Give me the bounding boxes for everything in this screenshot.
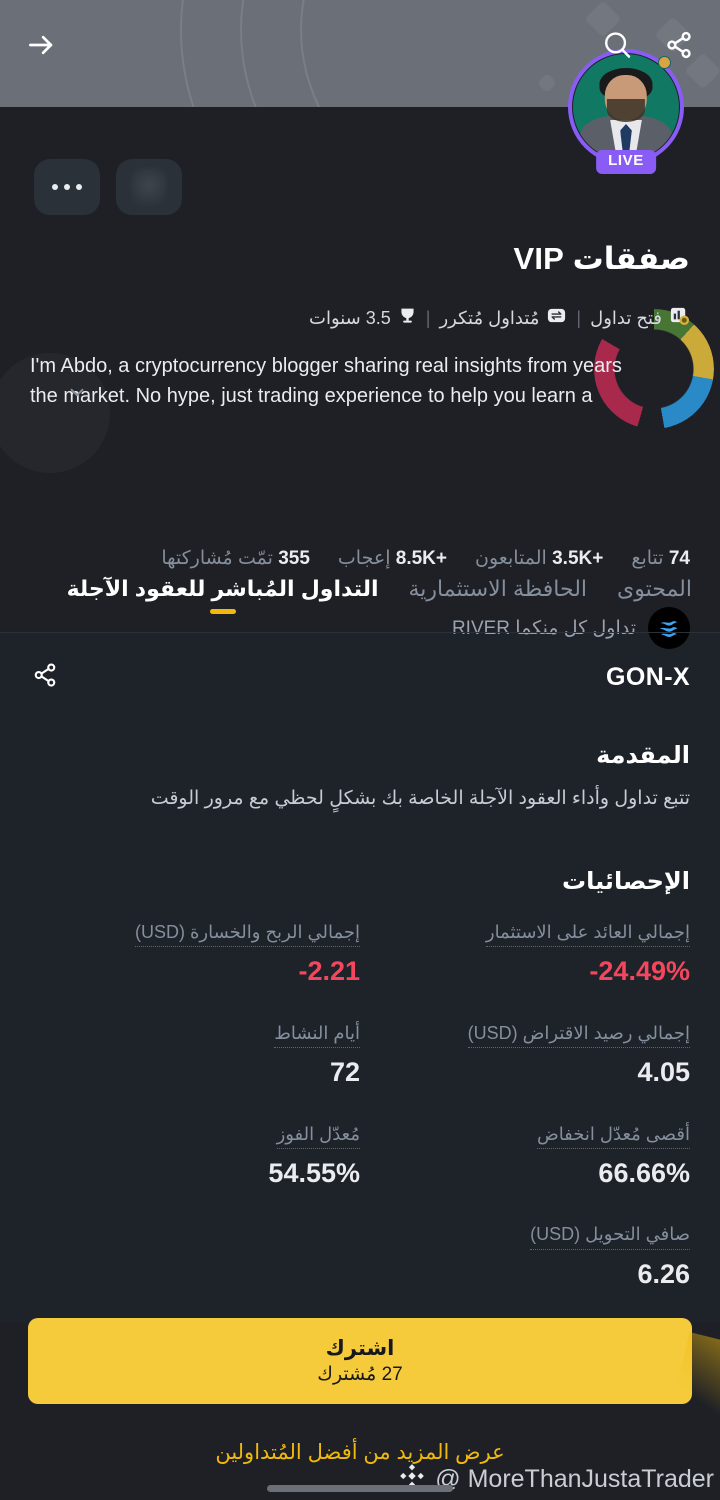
count-value: +8.5K bbox=[395, 548, 448, 569]
home-indicator bbox=[267, 1485, 453, 1492]
bio-line-2: the market. No hype, just trading experi… bbox=[30, 385, 593, 408]
badge-separator-2: | bbox=[425, 307, 431, 328]
count-item[interactable]: 355 تمّت مُشاركتها bbox=[161, 547, 310, 570]
stat-label: أقصى مُعدّل انخفاض bbox=[536, 1123, 690, 1149]
stat-cell-active-days: أيام النشاط 72 bbox=[30, 1022, 360, 1089]
stat-label: أيام النشاط bbox=[274, 1022, 360, 1049]
stat-value: -24.49% bbox=[589, 956, 690, 987]
stat-value: 66.66% bbox=[598, 1157, 690, 1188]
arrow-right-icon[interactable] bbox=[24, 28, 58, 62]
stat-cell-win-rate: مُعدّل الفوز 54.55% bbox=[30, 1123, 360, 1190]
live-badge: LIVE bbox=[596, 150, 656, 174]
subscriber-count: 27 مُشترك bbox=[317, 1364, 403, 1385]
profile-bio[interactable]: I'm Abdo, a cryptocurrency blogger shari… bbox=[30, 351, 690, 412]
search-icon[interactable] bbox=[600, 28, 634, 62]
stat-value: 4.05 bbox=[637, 1057, 690, 1088]
count-label: تمّت مُشاركتها bbox=[161, 548, 273, 569]
banner-decoration-arc-3 bbox=[180, 0, 720, 107]
count-label: المتابعون bbox=[475, 548, 547, 569]
stat-label: إجمالي الربح والخسارة (USD) bbox=[134, 921, 360, 948]
obscured-icon bbox=[131, 168, 167, 206]
stat-cell-total-roi: إجمالي العائد على الاستثمار -24.49% bbox=[360, 921, 690, 988]
subscribe-button[interactable]: اشترك 27 مُشترك bbox=[28, 1318, 692, 1404]
badge-frequent-trader: مُتداول مُتكرر bbox=[439, 307, 540, 328]
count-item[interactable]: 74 تتابع bbox=[631, 547, 690, 570]
ellipsis-icon bbox=[52, 184, 82, 190]
avatar-tie bbox=[620, 123, 632, 160]
stat-cell-max-drawdown: أقصى مُعدّل انخفاض 66.66% bbox=[360, 1123, 690, 1190]
top-bar bbox=[0, 0, 720, 90]
stat-cell-empty bbox=[30, 1223, 360, 1290]
stats-grid: إجمالي العائد على الاستثمار -24.49% إجما… bbox=[0, 921, 720, 1290]
avatar-beard bbox=[606, 98, 646, 122]
portfolio-header-row: GON-X bbox=[0, 651, 720, 703]
stat-cell-total-borrowed: إجمالي رصيد الاقتراض (USD) 4.05 bbox=[360, 1022, 690, 1089]
stat-label: مُعدّل الفوز bbox=[276, 1123, 360, 1149]
river-logo-icon bbox=[648, 607, 690, 649]
profile-action-chips bbox=[34, 159, 182, 215]
count-value: 74 bbox=[668, 548, 690, 569]
more-options-button[interactable] bbox=[34, 159, 100, 215]
stat-label: إجمالي العائد على الاستثمار bbox=[485, 921, 690, 948]
stat-cell-net-transfer: صافي التحويل (USD) 6.26 bbox=[360, 1223, 690, 1290]
count-value: +3.5K bbox=[552, 548, 604, 569]
profile-name: صفقات VIP bbox=[513, 241, 690, 276]
badge-years: 3.5 سنوات bbox=[309, 307, 391, 328]
top-bar-left-actions bbox=[600, 28, 696, 62]
share-icon[interactable] bbox=[30, 660, 60, 695]
more-traders-link[interactable]: عرض المزيد من أفضل المُتداولين bbox=[215, 1441, 505, 1464]
share-icon[interactable] bbox=[662, 28, 696, 62]
stat-label: صافي التحويل (USD) bbox=[530, 1223, 690, 1250]
avatar-image bbox=[573, 54, 679, 160]
bio-line-1: I'm Abdo, a cryptocurrency blogger shari… bbox=[30, 355, 622, 377]
tab-portfolio[interactable]: الحافظة الاستثمارية bbox=[408, 576, 588, 601]
stat-value: -2.21 bbox=[298, 956, 360, 987]
count-item[interactable]: +8.5K إعجاب bbox=[338, 547, 447, 570]
tab-content[interactable]: المحتوى bbox=[617, 576, 692, 601]
count-item[interactable]: +3.5K المتابعون bbox=[475, 547, 603, 570]
stat-label: إجمالي رصيد الاقتراض (USD) bbox=[467, 1022, 690, 1049]
futures-content-panel: GON-X المقدمة تتبع تداول وأداء العقود ال… bbox=[0, 633, 720, 1323]
verified-badge-icon bbox=[658, 56, 671, 69]
river-promo-row[interactable]: تداول كل منكما RIVER bbox=[452, 607, 690, 649]
profile-tabs: المحتوى الحافظة الاستثمارية التداول المُ… bbox=[0, 566, 720, 632]
count-label: إعجاب bbox=[337, 548, 391, 569]
repeat-trade-icon bbox=[546, 305, 567, 331]
chevron-down-icon[interactable] bbox=[66, 381, 88, 403]
count-value: 355 bbox=[278, 548, 310, 569]
tabs-divider bbox=[0, 632, 720, 633]
subscribe-label: اشترك bbox=[325, 1337, 395, 1360]
avatar[interactable]: LIVE bbox=[568, 49, 684, 174]
stats-title: الإحصائيات bbox=[562, 868, 690, 895]
stat-value: 54.55% bbox=[268, 1157, 360, 1188]
profile-badges: فتح تداول | مُتداول مُتكرر | 3.5 سنوات bbox=[309, 305, 690, 331]
open-trade-icon bbox=[669, 305, 690, 331]
count-label: تتابع bbox=[631, 548, 664, 569]
profile-counts: 74 تتابع +3.5K المتابعون +8.5K إعجاب 355… bbox=[161, 547, 690, 570]
badge-separator-1: | bbox=[576, 307, 582, 328]
watermark: @ MoreThanJustaTrader bbox=[398, 1462, 714, 1497]
stat-value: 72 bbox=[329, 1057, 360, 1088]
intro-title: المقدمة bbox=[596, 742, 690, 769]
portfolio-name: GON-X bbox=[606, 662, 690, 691]
stat-value: 6.26 bbox=[637, 1258, 690, 1289]
watermark-text: @ MoreThanJustaTrader bbox=[435, 1465, 714, 1493]
donut-chart-watermark bbox=[594, 309, 714, 429]
tab-futures-live-trading[interactable]: التداول المُباشر للعقود الآجلة bbox=[67, 576, 379, 616]
trophy-icon bbox=[398, 306, 417, 330]
stat-cell-total-pnl: إجمالي الربح والخسارة (USD) -2.21 bbox=[30, 921, 360, 988]
badge-open-trade: فتح تداول bbox=[590, 307, 662, 328]
river-promo-text: تداول كل منكما RIVER bbox=[451, 617, 636, 639]
intro-text: تتبع تداول وأداء العقود الآجلة الخاصة بك… bbox=[150, 788, 690, 809]
hidden-action-button[interactable] bbox=[116, 159, 182, 215]
